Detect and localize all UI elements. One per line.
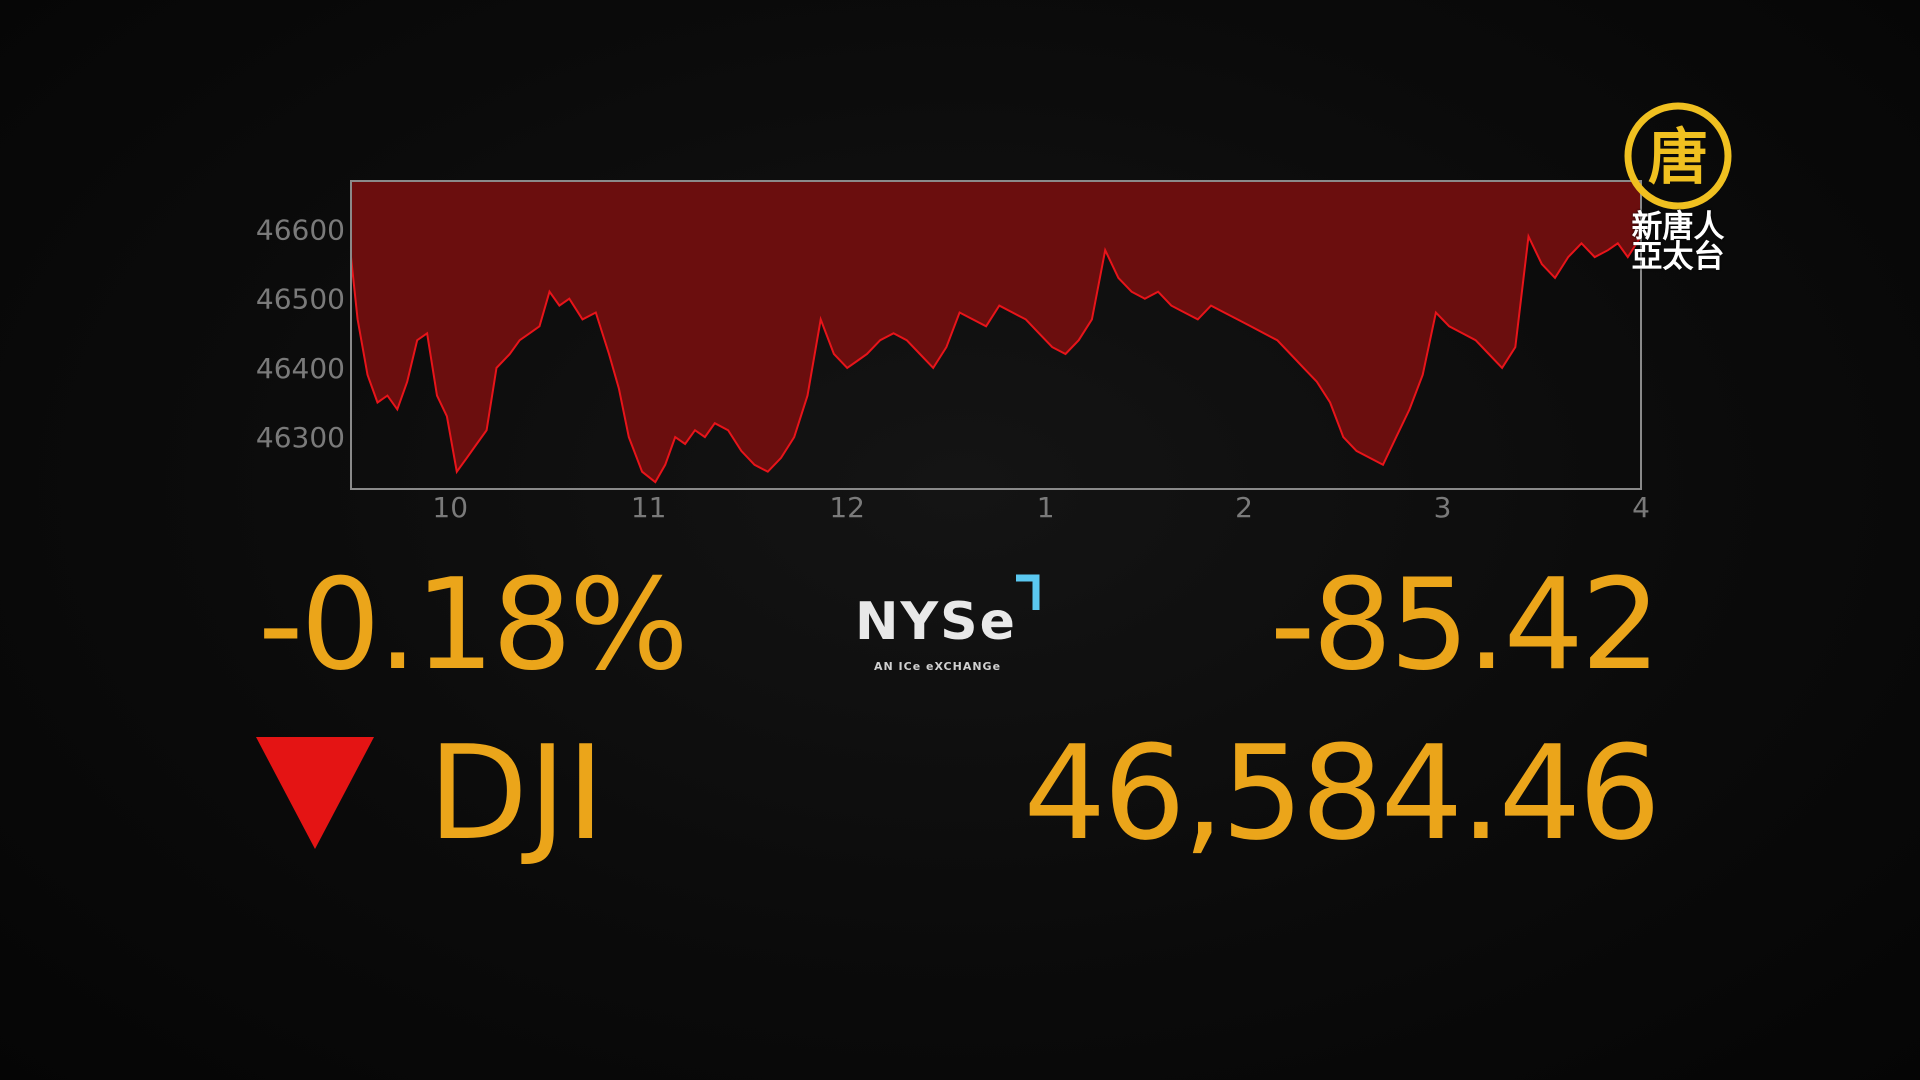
y-tick-label: 46500 <box>256 283 345 316</box>
plot-frame <box>350 180 1642 490</box>
series-line <box>350 232 1642 484</box>
broadcaster-name-line1: 新唐人 <box>1631 209 1725 245</box>
svg-text:唐: 唐 <box>1648 123 1708 193</box>
down-triangle-icon <box>256 737 374 849</box>
corner-bracket-icon <box>1016 574 1040 610</box>
broadcaster-name-line2: 亞太台 <box>1631 239 1725 275</box>
y-tick-label: 46600 <box>256 213 345 246</box>
y-axis-ticks: 46600 46500 46400 46300 <box>256 213 345 454</box>
nyse-wordmark: NYSe <box>855 592 1017 652</box>
broadcaster-logo: 唐 新唐人 亞太台 <box>1608 100 1748 280</box>
x-tick-label: 2 <box>1235 491 1253 524</box>
nyse-logo: NYSe AN ICe eXCHANGe <box>852 572 1062 673</box>
index-price: 46,584.46 <box>1023 717 1661 869</box>
percent-change: -0.18% <box>258 551 689 698</box>
x-tick-label: 10 <box>432 491 468 524</box>
area-fill <box>351 181 1641 483</box>
x-tick-label: 3 <box>1434 491 1452 524</box>
y-tick-label: 46300 <box>256 421 345 454</box>
x-tick-label: 11 <box>631 491 667 524</box>
x-tick-label: 12 <box>829 491 865 524</box>
nyse-tagline: AN ICe eXCHANGe <box>874 660 1002 673</box>
x-axis-ticks: 10 11 12 1 2 3 4 <box>432 491 1650 524</box>
seal-icon: 唐 <box>1624 102 1732 210</box>
x-tick-label: 1 <box>1037 491 1055 524</box>
y-tick-label: 46400 <box>256 352 345 385</box>
x-tick-label: 4 <box>1632 491 1650 524</box>
index-symbol: DJI <box>428 717 605 869</box>
point-change: -85.42 <box>1269 551 1661 698</box>
